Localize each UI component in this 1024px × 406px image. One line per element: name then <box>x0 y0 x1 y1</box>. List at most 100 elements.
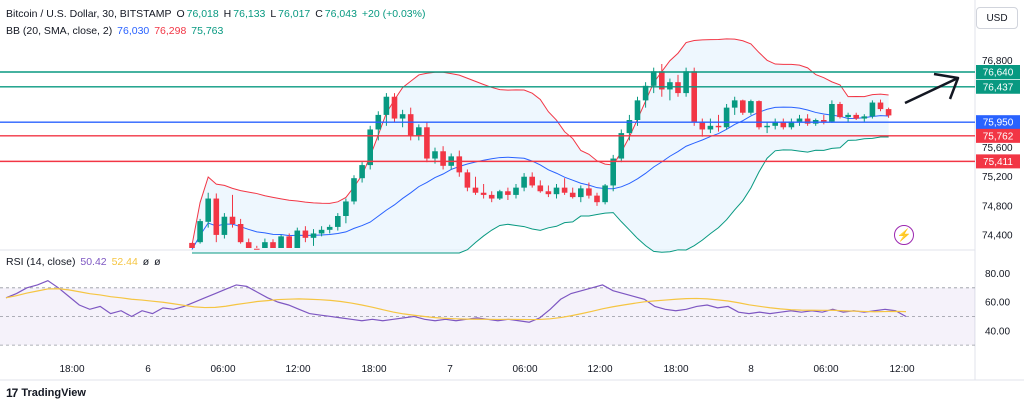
candle-body <box>213 198 220 235</box>
candle-body <box>505 191 511 195</box>
candle-body <box>424 127 430 159</box>
candle-body <box>610 158 616 186</box>
candle-body <box>497 191 503 199</box>
candle-body <box>189 242 195 248</box>
rsi-label: RSI (14, close) <box>6 256 76 268</box>
high-label: H <box>223 8 232 20</box>
candle-body <box>310 233 317 238</box>
candle-body <box>699 122 706 130</box>
bb-fill <box>192 38 889 253</box>
level-tag <box>976 154 1020 169</box>
candle-body <box>804 118 811 124</box>
candle-body <box>270 242 276 248</box>
candle-body <box>569 192 576 198</box>
candle-body <box>553 187 560 195</box>
candle-body <box>821 120 827 122</box>
price-tick-label: 74,800 <box>982 201 1013 212</box>
candle-body <box>723 107 730 128</box>
candle-body <box>877 102 884 110</box>
candle-body <box>262 242 268 248</box>
candle-body <box>667 82 673 90</box>
candle-body <box>829 104 835 122</box>
time-tick-label: 18:00 <box>59 364 84 375</box>
price-tick-label: 75,600 <box>982 143 1013 154</box>
candle-body <box>399 114 406 119</box>
lightning-icon[interactable]: ⚡ <box>894 225 914 245</box>
rsi-extra-2: ø <box>154 256 161 268</box>
candle-body <box>229 216 236 224</box>
time-tick-label: 06:00 <box>813 364 838 375</box>
candle-body <box>286 236 292 248</box>
bb-upper-value: 76,298 <box>154 25 187 37</box>
candle-body <box>335 216 341 227</box>
candle-body <box>197 221 203 243</box>
candle-body <box>788 121 795 128</box>
level-tag <box>976 79 1020 94</box>
time-tick-label: 12:00 <box>285 364 310 375</box>
time-tick-label: 06:00 <box>512 364 537 375</box>
currency-button[interactable]: USD <box>976 7 1018 29</box>
high-value: 76,133 <box>233 8 266 20</box>
candle-body <box>586 188 592 196</box>
level-tag-label: 76,640 <box>983 68 1014 79</box>
candle-body <box>245 242 252 248</box>
price-tick-label: 75,200 <box>982 172 1013 183</box>
candle-body <box>472 187 479 193</box>
candle-body <box>464 172 471 188</box>
candle-body <box>343 201 349 216</box>
arrow-annotation <box>904 76 959 105</box>
candle-body <box>707 125 714 130</box>
open-label: O <box>176 8 185 20</box>
time-tick-label: 18:00 <box>663 364 688 375</box>
level-tag <box>976 65 1020 79</box>
bb-lower-value: 75,763 <box>191 25 224 37</box>
candle-body <box>318 229 325 234</box>
candle-body <box>578 188 584 198</box>
candle-body <box>885 109 892 116</box>
low-label: L <box>270 8 277 20</box>
candle-body <box>359 165 365 179</box>
time-tick-label: 12:00 <box>889 364 914 375</box>
candle-body <box>626 120 633 134</box>
candle-body <box>772 122 778 126</box>
rsi-tick-label: 60.00 <box>985 298 1010 309</box>
candle-body <box>432 151 438 159</box>
candle-body <box>278 236 284 248</box>
candle-body <box>740 100 746 113</box>
candle-body <box>731 100 738 108</box>
time-tick-label: 7 <box>447 364 453 375</box>
candle-body <box>254 248 260 250</box>
candle-body <box>764 125 770 128</box>
time-tick-label: 12:00 <box>587 364 612 375</box>
arrow-head <box>933 72 960 100</box>
price-tick-label: 76,800 <box>982 56 1013 67</box>
candle-body <box>294 230 301 248</box>
candle-body <box>488 194 495 199</box>
rsi-tick-label: 80.00 <box>985 269 1010 280</box>
candle-body <box>715 125 722 128</box>
candle-body <box>837 104 843 118</box>
candle-body <box>537 185 544 192</box>
bb-header: BB (20, SMA, close, 2) 76,030 76,298 75,… <box>6 25 225 37</box>
close-value: 76,043 <box>324 8 357 20</box>
rsi-header: RSI (14, close) 50.42 52.44 ø ø <box>6 256 163 268</box>
candle-body <box>853 114 859 119</box>
candle-body <box>691 71 697 123</box>
tradingview-mark-icon: 17 <box>6 386 18 400</box>
candle-body <box>221 216 228 235</box>
candle-body <box>683 71 689 94</box>
candle-body <box>650 71 657 86</box>
close-label: C <box>315 8 323 20</box>
candle-body <box>545 191 552 195</box>
rsi-value: 50.42 <box>80 256 107 268</box>
candle-body <box>602 185 608 203</box>
candle-body <box>642 85 649 101</box>
candle-body <box>675 82 681 94</box>
candle-body <box>796 118 803 122</box>
candle-body <box>407 114 414 136</box>
bb-upper-line <box>191 38 889 246</box>
price-tick-label: 74,400 <box>982 230 1013 241</box>
candle-body <box>521 176 527 188</box>
level-tag-label: 76,437 <box>983 82 1014 93</box>
